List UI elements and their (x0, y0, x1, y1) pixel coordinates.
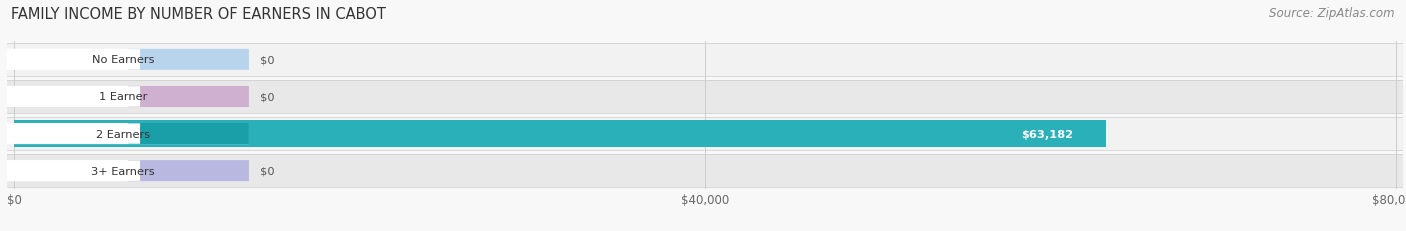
FancyBboxPatch shape (7, 86, 249, 108)
Text: $0: $0 (260, 166, 274, 176)
FancyBboxPatch shape (7, 123, 249, 145)
FancyBboxPatch shape (7, 49, 249, 71)
FancyBboxPatch shape (128, 123, 249, 145)
Text: $0: $0 (260, 55, 274, 65)
FancyBboxPatch shape (7, 87, 141, 107)
Text: $0: $0 (260, 92, 274, 102)
FancyBboxPatch shape (128, 160, 249, 182)
Text: 3+ Earners: 3+ Earners (91, 166, 155, 176)
Text: $63,182: $63,182 (1021, 129, 1073, 139)
FancyBboxPatch shape (7, 161, 141, 181)
Bar (0, 155, 1406, 187)
FancyBboxPatch shape (7, 124, 141, 144)
Bar (0, 44, 1406, 76)
Bar (0, 118, 1406, 150)
FancyBboxPatch shape (128, 86, 249, 108)
Bar (14, 121, 1105, 147)
Bar (0, 81, 1406, 113)
Text: 2 Earners: 2 Earners (96, 129, 150, 139)
FancyBboxPatch shape (7, 160, 249, 182)
Text: Source: ZipAtlas.com: Source: ZipAtlas.com (1270, 7, 1395, 20)
Text: 1 Earner: 1 Earner (98, 92, 148, 102)
Text: No Earners: No Earners (91, 55, 155, 65)
FancyBboxPatch shape (7, 50, 141, 70)
Text: FAMILY INCOME BY NUMBER OF EARNERS IN CABOT: FAMILY INCOME BY NUMBER OF EARNERS IN CA… (11, 7, 387, 22)
FancyBboxPatch shape (128, 49, 249, 71)
